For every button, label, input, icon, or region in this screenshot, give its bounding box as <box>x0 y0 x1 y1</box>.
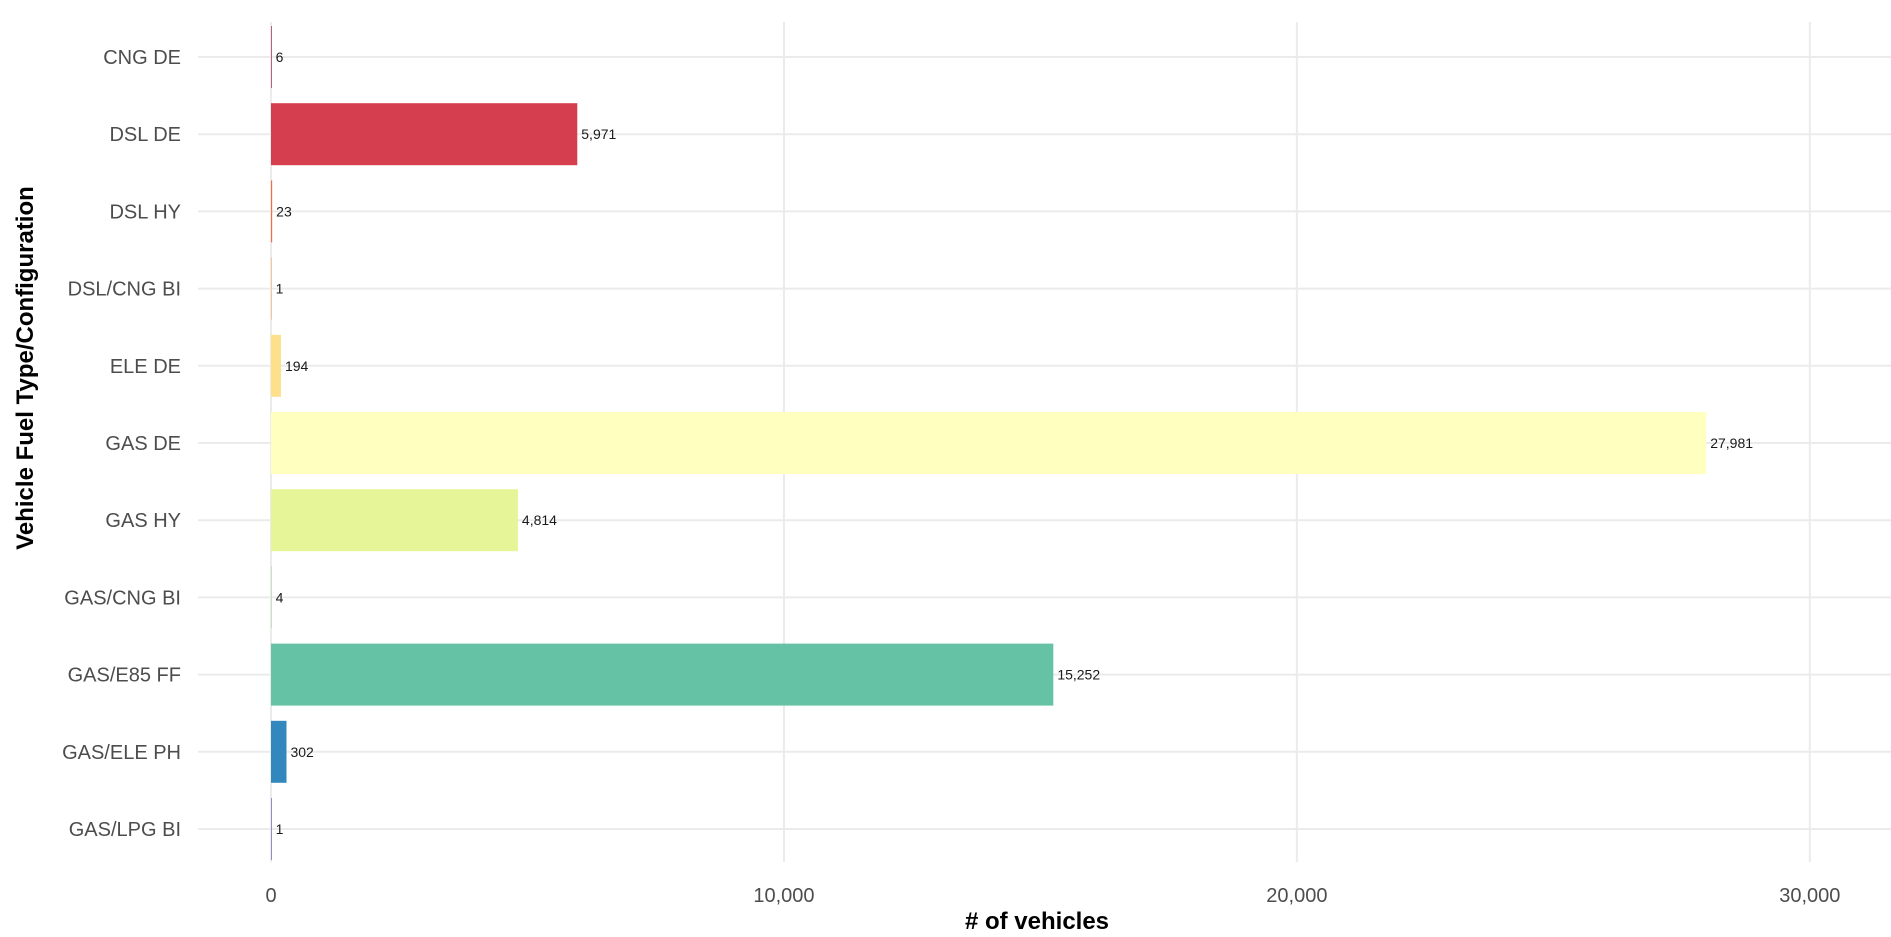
bar-ele-de <box>271 334 281 397</box>
category-label-dsl-cng-bi: DSL/CNG BI <box>68 279 181 301</box>
bar-dsl-de <box>271 103 578 166</box>
bar-gas-hy <box>271 489 518 552</box>
bars <box>271 26 1707 860</box>
data-label-gas-lpg-bi: 1 <box>276 821 284 837</box>
x-tick-label: 30,000 <box>1779 885 1840 907</box>
data-label-dsl-hy: 23 <box>276 203 292 219</box>
x-tick-labels: 0 10,000 20,000 30,000 <box>265 885 1840 907</box>
data-label-gas-cng-bi: 4 <box>276 589 284 605</box>
category-label-gas-lpg-bi: GAS/LPG BI <box>69 819 181 841</box>
data-label-cng-de: 6 <box>276 49 284 65</box>
category-label-gas-cng-bi: GAS/CNG BI <box>64 587 181 609</box>
x-tick-label: 0 <box>265 885 276 907</box>
data-label-gas-hy: 4,814 <box>522 512 557 528</box>
category-label-gas-hy: GAS HY <box>105 510 181 532</box>
category-labels: CNG DE DSL DE DSL HY DSL/CNG BI ELE DE GAS DE… <box>62 47 181 841</box>
category-label-cng-de: CNG DE <box>103 47 181 69</box>
bar-gas-ele-ph <box>271 720 287 783</box>
value-labels: 6 5,971 23 1 194 27,981 4,814 4 15,252 302 1 <box>276 49 1754 837</box>
category-label-ele-de: ELE DE <box>110 356 181 378</box>
category-label-dsl-hy: DSL HY <box>109 201 181 223</box>
data-label-gas-de: 27,981 <box>1710 435 1753 451</box>
data-label-ele-de: 194 <box>285 358 309 374</box>
data-label-gas-e85-ff: 15,252 <box>1057 667 1100 683</box>
category-label-gas-e85-ff: GAS/E85 FF <box>68 665 181 687</box>
y-axis-title: Vehicle Fuel Type/Configuration <box>12 186 39 550</box>
category-label-gas-ele-ph: GAS/ELE PH <box>62 742 181 764</box>
data-label-dsl-de: 5,971 <box>581 126 616 142</box>
bar-dsl-cng-bi <box>271 257 272 320</box>
bar-gas-e85-ff <box>271 643 1054 706</box>
bar-cng-de <box>271 26 272 88</box>
data-label-gas-ele-ph: 302 <box>290 744 314 760</box>
x-axis-title: # of vehicles <box>965 908 1109 935</box>
x-tick-label: 10,000 <box>753 885 814 907</box>
category-label-gas-de: GAS DE <box>105 433 181 455</box>
data-label-dsl-cng-bi: 1 <box>276 281 284 297</box>
bar-gas-de <box>271 412 1707 474</box>
bar-gas-lpg-bi <box>271 798 272 860</box>
x-tick-label: 20,000 <box>1266 885 1327 907</box>
bar-dsl-hy <box>271 180 273 243</box>
bar-gas-cng-bi <box>271 566 272 629</box>
category-label-dsl-de: DSL DE <box>109 124 181 146</box>
